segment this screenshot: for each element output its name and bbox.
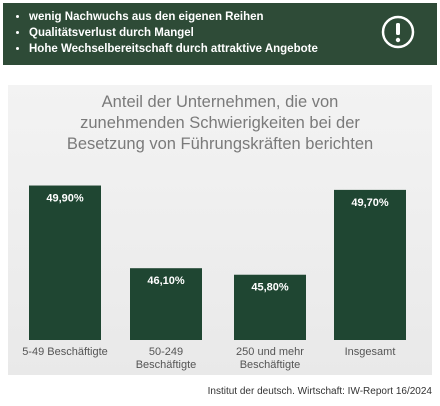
bullet-item: wenig Nachwuchs aus den eigenen Reihen bbox=[29, 9, 437, 25]
value-label: 49,70% bbox=[351, 197, 389, 209]
warning-icon bbox=[381, 15, 415, 49]
value-label: 49,90% bbox=[46, 193, 84, 205]
x-tick-label: 250 und mehr Beschäftigte bbox=[236, 346, 304, 371]
bar bbox=[334, 189, 406, 340]
x-tick-label: Insgesamt bbox=[344, 346, 396, 358]
banner: wenig Nachwuchs aus den eigenen ReihenQu… bbox=[3, 3, 437, 65]
value-label: 45,80% bbox=[251, 282, 289, 294]
bullet-item: Hohe Wechselbereitschaft durch attraktiv… bbox=[29, 41, 437, 57]
x-tick-label: 5-49 Beschäftigte bbox=[22, 346, 108, 358]
source: Institut der deutsch. Wirtschaft: IW-Rep… bbox=[207, 386, 432, 397]
bar bbox=[130, 268, 202, 340]
bar bbox=[29, 185, 101, 340]
bullet-list: wenig Nachwuchs aus den eigenen ReihenQu… bbox=[3, 3, 437, 57]
x-tick-label: 50-249 Beschäftigte bbox=[135, 346, 197, 371]
chart-title: Anteil der Unternehmen, die von zunehmen… bbox=[66, 93, 374, 153]
value-label: 46,10% bbox=[147, 275, 185, 287]
bar bbox=[234, 274, 306, 340]
bullet-item: Qualitätsverlust durch Mangel bbox=[29, 25, 437, 41]
